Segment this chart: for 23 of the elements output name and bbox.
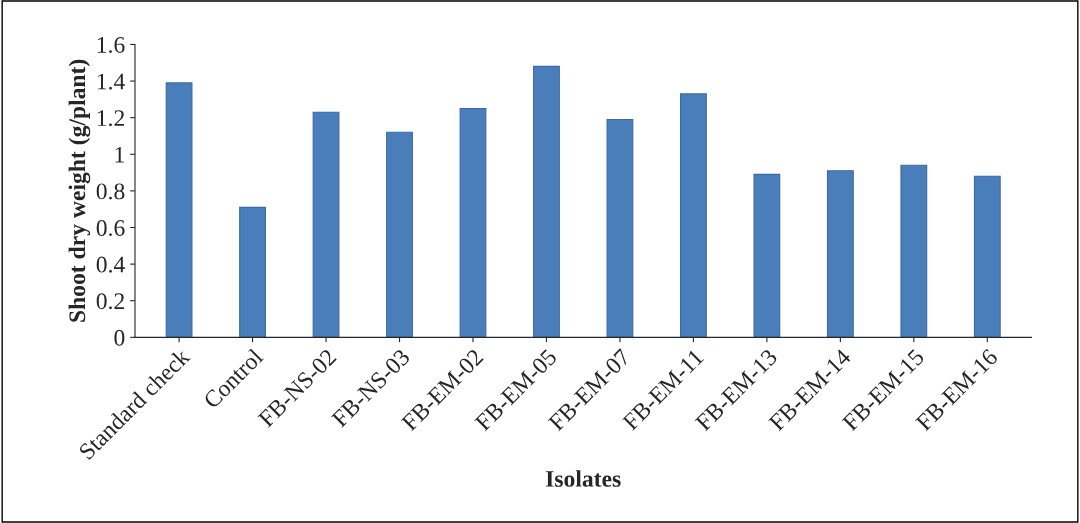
- y-tick-label: 1.4: [97, 73, 125, 90]
- bar: [973, 175, 1001, 338]
- y-tick-label: 0.8: [96, 183, 125, 200]
- y-axis-title: Shoot dry weight (g/plant): [68, 59, 91, 322]
- bar: [533, 65, 560, 338]
- bar: [826, 170, 854, 338]
- y-tick-label: 0: [114, 329, 125, 346]
- bar: [312, 111, 340, 338]
- y-tick-label: 0.6: [96, 220, 125, 237]
- x-axis-title: Isolates: [545, 470, 621, 487]
- y-tick-label: 1: [115, 146, 124, 163]
- bar: [606, 118, 634, 338]
- bar: [165, 82, 193, 338]
- bar: [459, 107, 487, 338]
- y-tick-label: 1.2: [97, 110, 124, 127]
- bar: [239, 206, 266, 338]
- bar: [386, 131, 413, 338]
- bar: [900, 164, 928, 338]
- bar: [753, 173, 781, 338]
- bar: [679, 93, 707, 338]
- y-tick-label: 1.6: [97, 37, 125, 53]
- y-tick-label: 0.4: [96, 256, 125, 273]
- y-tick-label: 0.2: [96, 293, 124, 310]
